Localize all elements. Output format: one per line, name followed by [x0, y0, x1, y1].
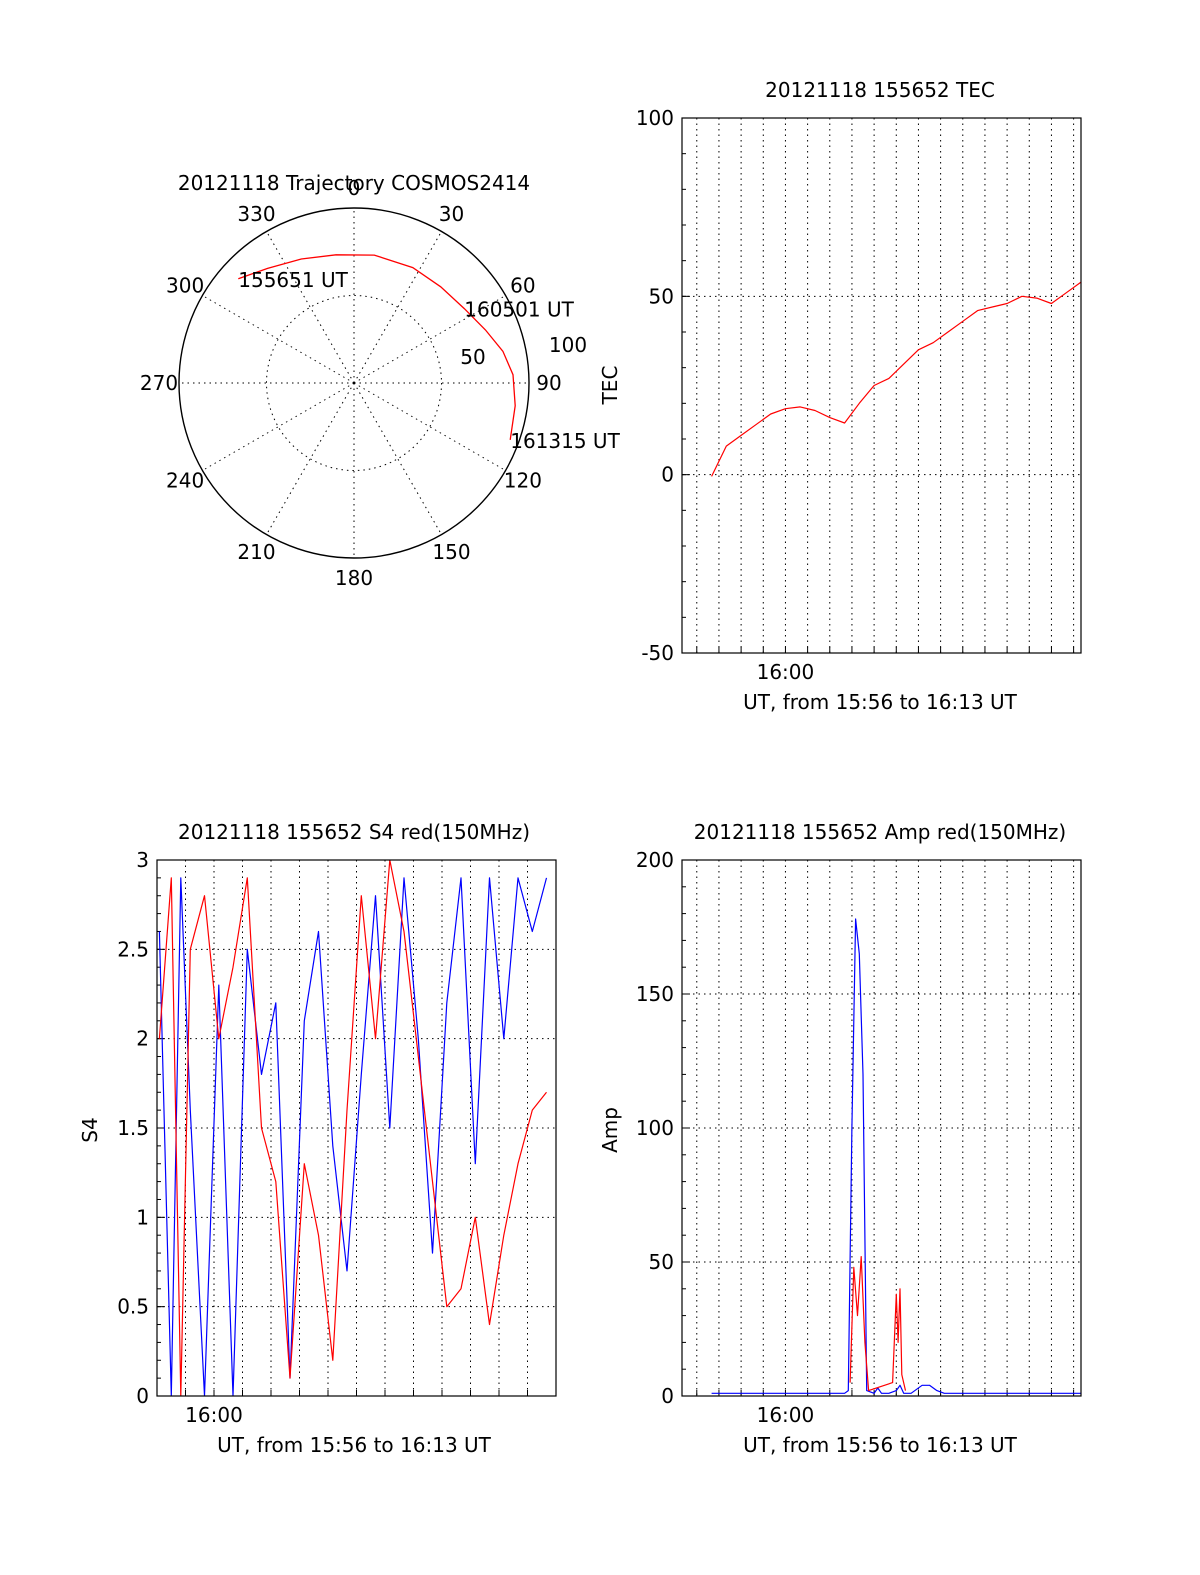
y-tick-label: 3 [136, 848, 149, 872]
polar-spoke [353, 382, 442, 535]
tec-chart: 20121118 155652 TEC TEC UT, from 15:56 t… [598, 78, 1082, 714]
polar-title: 20121118 Trajectory COSMOS2414 [178, 171, 530, 195]
polar-spoke [353, 382, 506, 471]
polar-time-annotation: 161315 UT [510, 429, 620, 453]
polar-ring [266, 295, 442, 471]
polar-spoke [266, 382, 355, 535]
polar-trajectory-line [238, 254, 516, 440]
polar-trajectory-chart: 20121118 Trajectory COSMOS2414 0 30 60 90 12… [140, 171, 621, 590]
tec-xlabel: UT, from 15:56 to 16:13 UT [743, 690, 1018, 714]
amp-title: 20121118 155652 Amp red(150MHz) [694, 820, 1066, 844]
series-line [711, 918, 1081, 1394]
y-tick-label: -50 [641, 641, 674, 665]
y-tick-label: 1.5 [117, 1116, 149, 1140]
amp-ylabel: Amp [598, 1107, 622, 1153]
polar-time-annotation: 155651 UT [238, 268, 348, 292]
y-tick-label: 100 [636, 106, 674, 130]
series-line [711, 281, 1081, 477]
y-tick-label: 1 [136, 1205, 149, 1229]
polar-ring-labels: 50 100 [460, 333, 587, 369]
polar-azimuth-label: 300 [166, 274, 204, 298]
s4-title: 20121118 155652 S4 red(150MHz) [178, 820, 530, 844]
y-tick-label: 0 [661, 1384, 674, 1408]
polar-azimuth-label: 270 [140, 371, 178, 395]
amp-chart: 20121118 155652 Amp red(150MHz) Amp UT, … [598, 820, 1082, 1457]
polar-spoke [202, 382, 355, 471]
y-tick-label: 0 [661, 463, 674, 487]
polar-outer-circle [178, 207, 530, 559]
y-tick-label: 0.5 [117, 1295, 149, 1319]
series-group [711, 918, 1081, 1394]
polar-ring-label: 100 [549, 333, 587, 357]
polar-spoke [266, 231, 355, 384]
polar-series [238, 254, 516, 440]
plot-frame [156, 859, 557, 1397]
polar-azimuth-label: 330 [237, 202, 275, 226]
polar-azimuth-labels: 0 30 60 90 120 150 180 210 240 270 300 330 [140, 176, 562, 590]
polar-azimuth-label: 90 [536, 371, 561, 395]
polar-ring-label: 50 [460, 345, 485, 369]
polar-azimuth-label: 60 [510, 274, 535, 298]
plot-frame [681, 117, 1082, 654]
polar-azimuth-label: 180 [335, 566, 373, 590]
series-line [158, 877, 548, 1396]
y-tick-label: 150 [636, 982, 674, 1006]
polar-azimuth-label: 240 [166, 469, 204, 493]
series-group [711, 281, 1081, 477]
series-line [849, 1255, 907, 1392]
y-tick-label: 50 [649, 284, 674, 308]
y-tick-label: 200 [636, 848, 674, 872]
polar-azimuth-label: 0 [348, 176, 361, 200]
polar-azimuth-label: 120 [504, 469, 542, 493]
x-tick-label: 16:00 [757, 660, 815, 684]
s4-ylabel: S4 [78, 1117, 102, 1142]
x-tick-label: 16:00 [757, 1403, 815, 1427]
series-line [158, 860, 547, 1396]
y-tick-label: 0 [136, 1384, 149, 1408]
polar-azimuth-label: 30 [439, 202, 464, 226]
amp-xlabel: UT, from 15:56 to 16:13 UT [743, 1433, 1018, 1457]
y-tick-label: 100 [636, 1116, 674, 1140]
s4-xlabel: UT, from 15:56 to 16:13 UT [217, 1433, 492, 1457]
tec-ylabel: TEC [598, 366, 622, 406]
polar-azimuth-label: 210 [237, 540, 275, 564]
y-tick-label: 50 [649, 1250, 674, 1274]
s4-chart: 20121118 155652 S4 red(150MHz) S4 UT, fr… [78, 820, 557, 1457]
y-tick-label: 2 [136, 1027, 149, 1051]
tec-title: 20121118 155652 TEC [765, 78, 995, 102]
x-tick-label: 16:00 [185, 1403, 243, 1427]
polar-azimuth-label: 150 [432, 540, 470, 564]
series-group [158, 860, 548, 1396]
polar-annotations: 155651 UT 160501 UT 161315 UT [238, 268, 620, 453]
polar-time-annotation: 160501 UT [464, 298, 574, 322]
plot-frame [681, 859, 1082, 1397]
polar-grid [179, 208, 529, 558]
y-tick-label: 2.5 [117, 937, 149, 961]
